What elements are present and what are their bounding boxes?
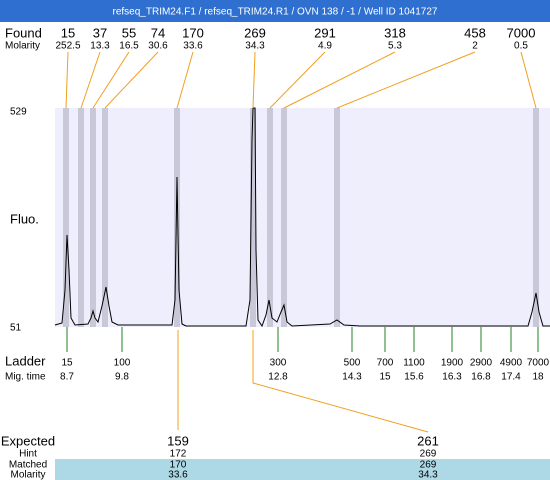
ladder-size: 2900 xyxy=(470,358,493,369)
ladder-size: 300 xyxy=(270,358,287,369)
connector xyxy=(252,330,429,433)
hint-label: Hint xyxy=(19,449,37,460)
peak-connector xyxy=(176,51,194,109)
peak-band xyxy=(102,108,108,327)
peak-band xyxy=(267,108,273,327)
peak-connector xyxy=(269,51,326,109)
found-size: 15 xyxy=(61,25,75,40)
ladder-size: 7000 xyxy=(527,358,550,369)
ladder-time: 16.3 xyxy=(442,372,462,383)
fluo-label: Fluo. xyxy=(10,211,39,226)
found-size: 37 xyxy=(93,25,107,40)
ladder-size: 500 xyxy=(344,358,361,369)
peak-connector xyxy=(65,51,69,109)
peak-band xyxy=(533,108,539,327)
peak-connector xyxy=(92,51,130,109)
ladder-label: Ladder xyxy=(5,353,46,368)
molarity-label: Molarity xyxy=(5,41,40,52)
ladder-time: 8.7 xyxy=(60,372,74,383)
ladder-size: 1900 xyxy=(441,358,464,369)
expected-size: 159 xyxy=(167,433,189,448)
peak-connector xyxy=(104,51,159,109)
found-size: 7000 xyxy=(507,25,536,40)
mig-time-label: Mig. time xyxy=(5,372,46,383)
peak-band xyxy=(90,108,96,327)
matched-size: 170 xyxy=(170,460,187,471)
title: refseq_TRIM24.F1 / refseq_TRIM24.R1 / OV… xyxy=(113,7,438,18)
expected-label: Expected xyxy=(1,433,55,448)
matched-rows xyxy=(55,459,550,480)
found-molarity: 34.3 xyxy=(245,41,265,52)
ladder-time: 15 xyxy=(379,372,391,383)
ladder-size: 100 xyxy=(114,358,131,369)
found-molarity: 5.3 xyxy=(388,41,402,52)
found-size: 458 xyxy=(464,25,486,40)
expected-size: 261 xyxy=(417,433,439,448)
hint-size: 269 xyxy=(420,449,437,460)
fluo-max: 529 xyxy=(10,107,27,118)
matched-size: 269 xyxy=(420,460,437,471)
peak-connector xyxy=(283,51,396,109)
peak-connector xyxy=(520,51,537,109)
matched-molarity: 34.3 xyxy=(418,470,438,480)
ladder-time: 9.8 xyxy=(115,372,129,383)
found-molarity: 252.5 xyxy=(55,41,80,52)
plot-area xyxy=(55,108,550,327)
found-molarity: 0.5 xyxy=(514,41,528,52)
molarity-row-label: Molarity xyxy=(10,470,45,480)
ladder-time: 12.8 xyxy=(268,372,288,383)
ladder-time: 15.6 xyxy=(404,372,424,383)
ladder-time: 17.4 xyxy=(501,372,521,383)
trace xyxy=(54,107,550,328)
found-label: Found xyxy=(5,25,42,40)
ladder-time: 16.8 xyxy=(471,372,491,383)
ladder-size: 15 xyxy=(61,358,73,369)
ladder-time: 18 xyxy=(532,372,544,383)
peak-band xyxy=(63,108,69,327)
found-size: 318 xyxy=(384,25,406,40)
found-molarity: 13.3 xyxy=(90,41,110,52)
matched-label: Matched xyxy=(9,460,47,471)
peak-connector xyxy=(80,51,101,109)
found-size: 74 xyxy=(151,25,165,40)
matched-molarity: 33.6 xyxy=(168,470,188,480)
hint-size: 172 xyxy=(170,449,187,460)
found-size: 291 xyxy=(314,25,336,40)
found-size: 55 xyxy=(122,25,136,40)
peak-band xyxy=(281,108,287,327)
peak-band xyxy=(78,108,84,327)
found-molarity: 2 xyxy=(472,41,478,52)
found-molarity: 16.5 xyxy=(119,41,139,52)
ladder-size: 4900 xyxy=(500,358,523,369)
peak-band xyxy=(250,108,256,327)
peak-connector xyxy=(252,51,256,109)
ladder-time: 14.3 xyxy=(342,372,362,383)
ladder-size: 700 xyxy=(377,358,394,369)
peak-band xyxy=(174,108,180,327)
found-size: 170 xyxy=(182,25,204,40)
found-molarity: 33.6 xyxy=(183,41,203,52)
peak-band xyxy=(334,108,340,327)
peak-connector xyxy=(336,51,476,109)
found-size: 269 xyxy=(244,25,266,40)
title-bar xyxy=(0,0,550,22)
fluo-min: 51 xyxy=(10,323,22,334)
found-molarity: 30.6 xyxy=(148,41,168,52)
found-molarity: 4.9 xyxy=(318,41,332,52)
ladder-size: 1100 xyxy=(403,358,425,369)
